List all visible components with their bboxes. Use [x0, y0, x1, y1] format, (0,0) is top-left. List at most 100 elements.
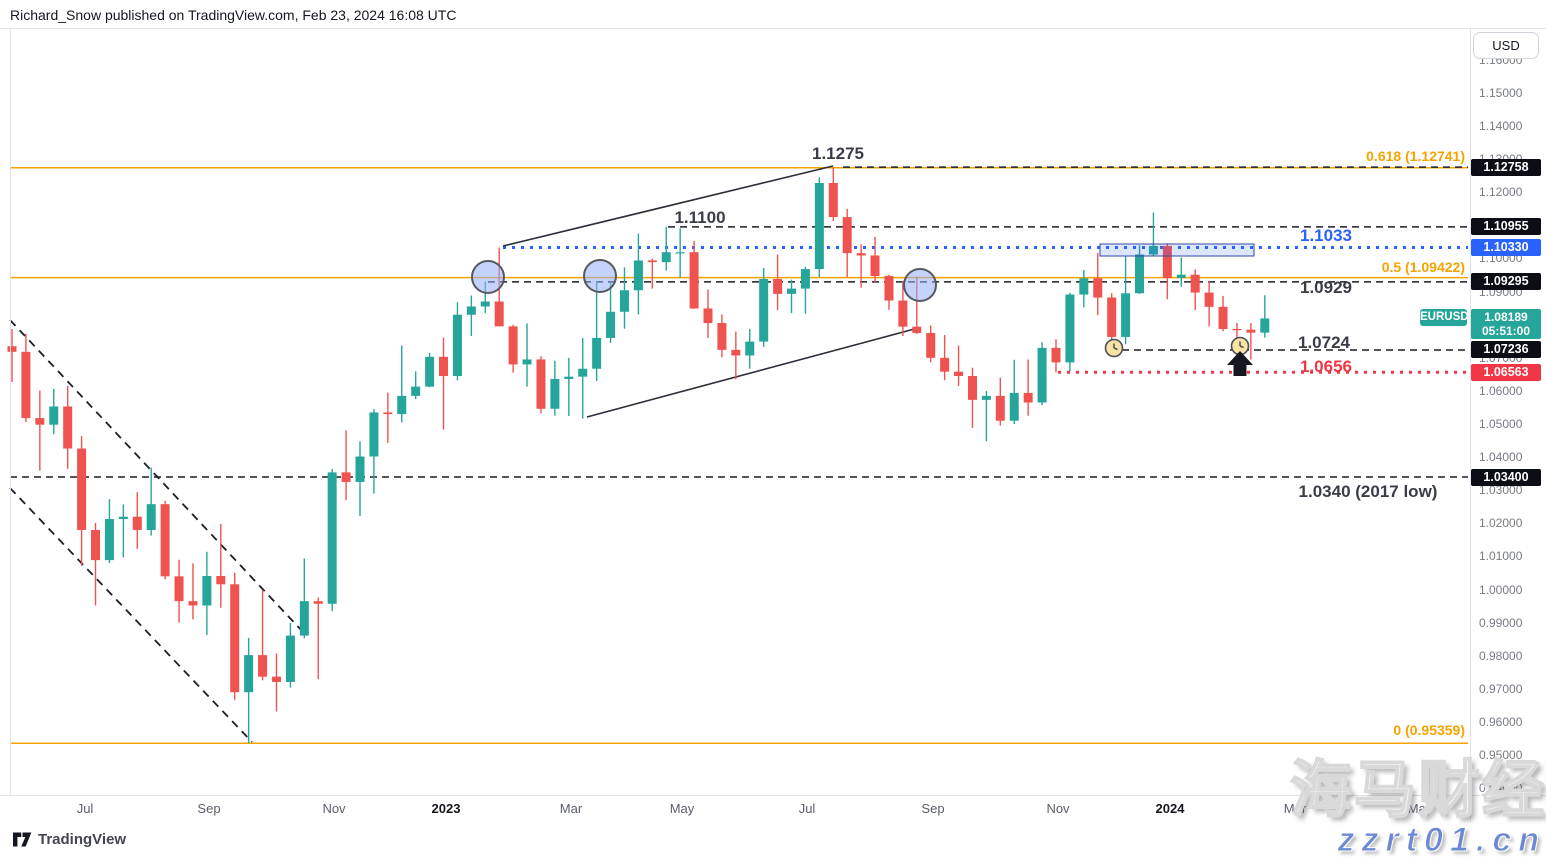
label-1p0656: 1.0656	[1300, 357, 1352, 376]
candle-body	[466, 306, 476, 315]
candle-body	[285, 635, 295, 682]
candle-body	[759, 279, 769, 342]
price-level-tag: 1.10330	[1471, 239, 1541, 257]
candle-body	[104, 519, 114, 561]
wedge-lower	[586, 327, 919, 418]
candle-body	[536, 359, 546, 409]
time-tick-may: May	[669, 801, 695, 816]
tradingview-logo[interactable]: TradingView	[13, 831, 126, 848]
candle-body	[1037, 347, 1047, 403]
price-level-tag: 1.09295	[1471, 273, 1541, 291]
candle-body	[313, 601, 323, 604]
candle-body	[21, 351, 31, 419]
time-tick-jul: Jul	[76, 801, 94, 816]
candle-body	[77, 448, 87, 530]
candle-body	[369, 412, 379, 457]
candle-body	[995, 395, 1005, 421]
candle-body	[1162, 245, 1172, 279]
time-tick-jul: Jul	[798, 801, 816, 816]
candle-body	[1093, 278, 1103, 298]
candle-body	[842, 217, 852, 254]
label-1p0724: 1.0724	[1298, 333, 1350, 352]
highlight-circle-2[interactable]	[583, 259, 617, 293]
candle-body	[160, 504, 170, 577]
candle-body	[425, 356, 435, 387]
down-channel-lower	[9, 487, 253, 743]
label-fib-0: 0 (0.95359)	[1393, 722, 1465, 738]
wedge-upper	[502, 165, 834, 247]
candle-body	[132, 516, 142, 530]
symbol-badge: EURUSD	[1420, 309, 1469, 327]
candle-body	[1023, 392, 1033, 403]
price-gridline-label: 1.14000	[1479, 119, 1523, 134]
candle-body	[202, 575, 212, 606]
supply-zone[interactable]	[1099, 243, 1255, 257]
candle-body	[383, 412, 393, 415]
candle-body	[1051, 347, 1061, 363]
price-gridline-label: 0.99000	[1479, 615, 1523, 630]
candle-body	[870, 255, 880, 277]
candle-body	[452, 314, 462, 377]
time-tick-may: May	[1407, 801, 1433, 816]
candle-body	[327, 472, 337, 604]
candle-body	[91, 529, 101, 561]
price-axis-border	[1470, 28, 1471, 822]
candle-body	[439, 356, 449, 377]
time-tick-nov: Nov	[1046, 801, 1070, 816]
candle-body	[884, 276, 894, 301]
up-arrow-marker[interactable]	[1227, 351, 1253, 376]
candle-body	[578, 368, 588, 377]
candle-body	[480, 301, 490, 307]
price-level-tag: 1.06563	[1471, 363, 1541, 381]
time-axis-border	[0, 795, 1546, 796]
time-tick-mar: Mar	[559, 801, 583, 816]
candle-body	[967, 376, 977, 400]
price-gridline-label: 1.05000	[1479, 417, 1523, 432]
price-gridline-label: 1.00000	[1479, 582, 1523, 597]
label-1p1275: 1.1275	[812, 144, 864, 163]
candle-body	[1218, 306, 1228, 329]
candle-body	[689, 252, 699, 309]
price-axis[interactable]: 1.160001.150001.140001.130001.120001.110…	[1471, 28, 1546, 822]
time-tick-nov: Nov	[322, 801, 346, 816]
candlestick-series	[7, 167, 1270, 744]
price-gridline-label: 0.96000	[1479, 715, 1523, 729]
candle-body	[981, 395, 991, 400]
candle-body	[7, 346, 17, 352]
clock-icon-1[interactable]	[1104, 338, 1124, 358]
candle-body	[731, 349, 741, 356]
highlight-circle-3[interactable]	[903, 268, 937, 302]
highlight-circle-1[interactable]	[471, 260, 505, 294]
candle-body	[522, 359, 532, 365]
currency-button[interactable]: USD	[1473, 32, 1539, 59]
current-price-tag: 1.08189 05:51:00	[1471, 309, 1541, 340]
attribution-text: Richard_Snow published on TradingView.co…	[10, 7, 457, 23]
time-tick-sep: Sep	[921, 801, 945, 816]
label-1p0929: 1.0929	[1300, 278, 1352, 297]
candle-body	[174, 576, 184, 602]
down-channel-upper	[9, 319, 304, 633]
candle-body	[63, 406, 73, 449]
candle-body	[814, 182, 824, 270]
candle-body	[926, 332, 936, 358]
label-1p1100: 1.1100	[674, 208, 726, 227]
candle-body	[230, 584, 240, 693]
price-level-tag: 1.10955	[1471, 218, 1541, 236]
candle-body	[647, 260, 657, 263]
candle-body	[146, 504, 156, 530]
candle-body	[244, 655, 254, 693]
price-gridline-label: 1.03000	[1479, 483, 1523, 498]
candle-body	[703, 308, 713, 324]
price-gridline-label: 1.02000	[1479, 516, 1523, 531]
label-fib-05: 0.5 (1.09422)	[1381, 259, 1465, 275]
candle-body	[564, 376, 574, 379]
candle-body	[606, 311, 616, 338]
time-tick-2024: 2024	[1155, 801, 1185, 816]
time-axis[interactable]: Jul Sep Nov 2023 Mar May Jul Sep Nov 2024 Mar May	[0, 796, 1470, 822]
price-gridline-label: 0.95000	[1479, 748, 1523, 763]
time-tick-mar: Mar	[1283, 801, 1307, 816]
price-gridline-label: 1.06000	[1479, 383, 1523, 398]
candle-body	[1135, 254, 1145, 294]
